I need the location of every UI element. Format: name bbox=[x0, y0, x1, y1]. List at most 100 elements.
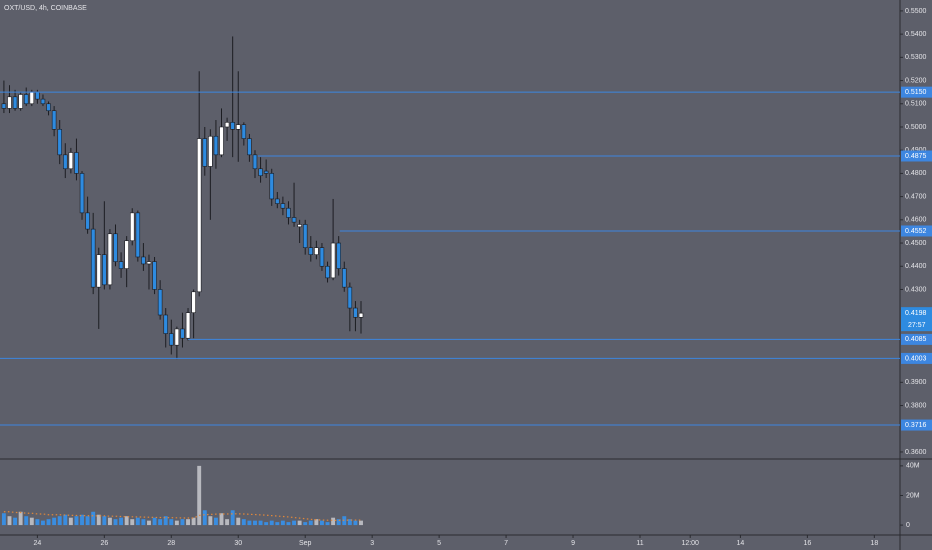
level-badge bbox=[901, 225, 932, 237]
volume-bar bbox=[325, 522, 330, 526]
volume-tick-label: 20M bbox=[906, 492, 920, 499]
candle-body bbox=[230, 122, 235, 130]
candle-body bbox=[124, 240, 129, 269]
volume-bar bbox=[57, 516, 62, 526]
x-tick-label: 26 bbox=[100, 540, 108, 547]
volume-tick-label: 40M bbox=[906, 463, 920, 470]
y-tick-label: 0.3900 bbox=[905, 379, 927, 386]
candle-body bbox=[107, 233, 113, 286]
candle-body bbox=[235, 124, 241, 130]
volume-bar bbox=[269, 520, 274, 526]
volume-bar bbox=[331, 517, 336, 526]
countdown: 27:57 bbox=[908, 322, 926, 329]
volume-bar bbox=[359, 520, 363, 526]
volume-bar bbox=[297, 520, 302, 526]
volume-bar bbox=[191, 517, 196, 526]
candle-body bbox=[157, 289, 163, 316]
volume-bar bbox=[124, 516, 129, 526]
y-tick-label: 0.5100 bbox=[905, 101, 927, 108]
candle-body bbox=[180, 328, 185, 339]
candle-body bbox=[141, 256, 146, 265]
volume-bar bbox=[158, 519, 163, 526]
candle-body bbox=[135, 212, 141, 258]
candle-body bbox=[280, 203, 286, 209]
volume-bar bbox=[152, 517, 157, 526]
candle-body bbox=[7, 96, 12, 109]
volume-bar bbox=[102, 516, 107, 526]
x-tick-label: Sep bbox=[299, 540, 312, 547]
candle-body bbox=[241, 124, 247, 139]
candle-body bbox=[113, 233, 118, 262]
volume-bar bbox=[197, 465, 202, 526]
candle-body bbox=[302, 224, 308, 248]
level-label: 0.4875 bbox=[905, 153, 927, 160]
volume-bar bbox=[163, 516, 168, 526]
volume-bar bbox=[80, 514, 84, 526]
last-price-label: 0.4198 bbox=[905, 310, 927, 317]
y-tick-label: 0.3800 bbox=[905, 402, 927, 409]
x-tick-label: 18 bbox=[870, 540, 878, 547]
volume-bar bbox=[202, 510, 207, 526]
candle-body bbox=[74, 152, 79, 174]
volume-bar bbox=[52, 517, 57, 526]
volume-bar bbox=[208, 516, 213, 526]
volume-bar bbox=[225, 519, 230, 526]
candle-body bbox=[129, 212, 135, 242]
candle-body bbox=[146, 261, 152, 265]
candle-body bbox=[353, 307, 358, 318]
level-label: 0.4552 bbox=[905, 228, 927, 235]
candle-body bbox=[196, 138, 202, 293]
volume-tick-label: 0 bbox=[906, 522, 910, 529]
candle-body bbox=[35, 91, 40, 100]
volume-bar bbox=[24, 516, 29, 526]
candle-body bbox=[330, 242, 336, 279]
y-tick-label: 0.4300 bbox=[905, 286, 927, 293]
candle-body bbox=[213, 135, 219, 156]
x-tick-label: 7 bbox=[504, 540, 508, 547]
candle-body bbox=[247, 138, 252, 156]
x-tick-label: 11 bbox=[636, 540, 643, 547]
volume-bar bbox=[280, 520, 285, 526]
volume-bar bbox=[174, 520, 179, 526]
candle-body bbox=[46, 103, 51, 112]
candle-body bbox=[12, 96, 18, 109]
volume-bar bbox=[186, 519, 190, 526]
y-tick-label: 0.4700 bbox=[905, 193, 927, 200]
volume-bar bbox=[353, 520, 358, 526]
volume-bar bbox=[46, 519, 51, 526]
volume-bar bbox=[7, 516, 12, 526]
candle-body bbox=[174, 328, 180, 346]
candle-body bbox=[163, 314, 168, 334]
y-tick-label: 0.4400 bbox=[905, 263, 927, 270]
candle-body bbox=[358, 312, 364, 318]
y-tick-label: 0.4800 bbox=[905, 170, 927, 177]
candle-body bbox=[319, 247, 325, 267]
volume-bar bbox=[247, 520, 252, 526]
volume-bar bbox=[253, 520, 257, 526]
volume-bar bbox=[286, 522, 291, 526]
candle-body bbox=[118, 261, 124, 269]
candle-body bbox=[275, 198, 280, 204]
volume-bar bbox=[292, 520, 297, 526]
candle-body bbox=[51, 110, 57, 130]
volume-bar bbox=[13, 517, 18, 526]
candle-body bbox=[291, 217, 297, 223]
volume-bar bbox=[236, 517, 241, 526]
candle-body bbox=[152, 261, 157, 290]
volume-bar bbox=[91, 511, 96, 526]
volume-bar bbox=[319, 520, 324, 526]
candle-body bbox=[336, 242, 341, 269]
volume-bar bbox=[35, 519, 40, 526]
volume-bar bbox=[314, 519, 319, 526]
candle-body bbox=[314, 247, 319, 255]
level-badge bbox=[901, 86, 932, 98]
level-label: 0.4003 bbox=[905, 355, 927, 362]
volume-bar bbox=[180, 519, 185, 526]
volume-bar bbox=[141, 519, 146, 526]
candle-body bbox=[208, 135, 213, 167]
candle-body bbox=[90, 228, 96, 288]
candle-body bbox=[202, 138, 208, 167]
candle-body bbox=[269, 173, 274, 200]
candle-body bbox=[96, 254, 102, 288]
